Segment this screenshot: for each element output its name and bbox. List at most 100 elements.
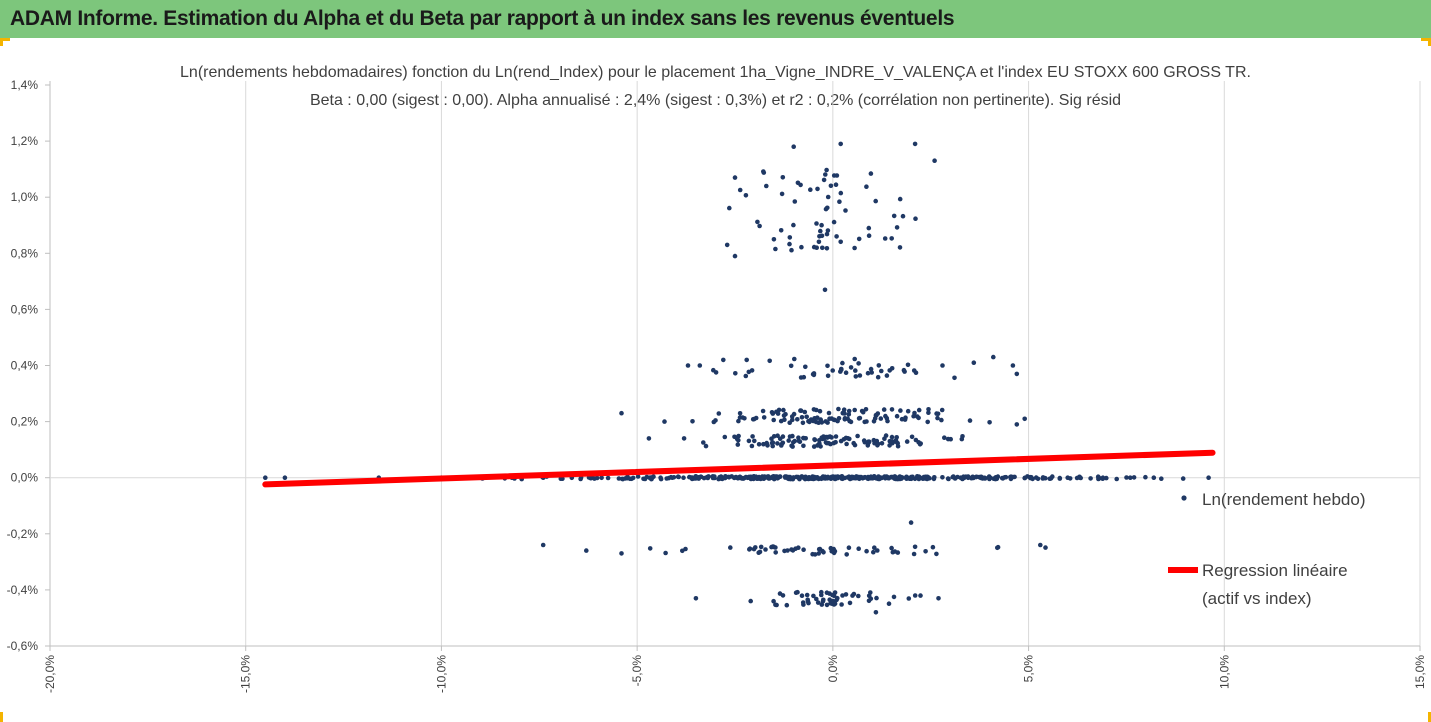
data-point <box>800 475 806 480</box>
data-point <box>1003 474 1009 480</box>
data-point <box>959 436 965 442</box>
data-point <box>1088 476 1093 481</box>
data-point <box>1128 475 1133 481</box>
data-point <box>724 242 730 248</box>
data-point <box>641 476 646 482</box>
data-point <box>751 546 757 552</box>
data-point <box>889 407 895 412</box>
data-point <box>970 474 975 480</box>
data-point <box>693 596 699 601</box>
data-point <box>840 360 845 366</box>
data-point <box>918 441 923 446</box>
data-point <box>863 407 869 412</box>
data-point <box>791 222 796 228</box>
data-point <box>1035 476 1041 482</box>
data-point <box>721 357 726 363</box>
data-point <box>744 357 749 363</box>
data-point <box>814 407 819 413</box>
corner-marker-top-left <box>0 38 10 41</box>
data-point <box>676 474 681 480</box>
data-point <box>795 417 800 422</box>
data-point <box>816 239 822 245</box>
data-point <box>830 368 835 373</box>
data-point <box>771 417 776 423</box>
data-point <box>853 368 858 373</box>
corner-marker-top-left-v <box>0 38 3 46</box>
data-point <box>758 476 764 481</box>
data-point <box>681 436 687 441</box>
data-point <box>828 183 834 189</box>
data-point <box>829 549 834 554</box>
data-point <box>792 199 798 204</box>
data-point <box>991 354 996 360</box>
data-point <box>1131 475 1137 480</box>
data-point <box>732 475 738 480</box>
data-point <box>716 411 722 416</box>
data-point <box>811 244 817 250</box>
data-point <box>799 593 805 598</box>
data-point <box>732 175 738 180</box>
corner-marker-top-right-v <box>1428 38 1431 46</box>
data-point <box>761 415 767 420</box>
data-point <box>876 363 882 368</box>
data-point <box>834 234 839 239</box>
data-point <box>851 440 856 446</box>
data-point <box>833 434 839 439</box>
data-point <box>825 373 831 379</box>
chart-title: Ln(rendements hebdomadaires) fonction du… <box>180 64 1251 81</box>
data-point <box>891 474 896 480</box>
data-point <box>906 596 912 601</box>
data-point <box>831 219 837 225</box>
data-point <box>758 544 764 550</box>
corner-marker-bottom-left <box>0 712 3 722</box>
data-point <box>752 438 757 444</box>
data-point <box>818 417 823 422</box>
data-point <box>844 441 849 447</box>
data-point <box>728 545 733 550</box>
data-point <box>820 245 825 251</box>
data-point <box>963 474 969 480</box>
data-point <box>838 190 844 196</box>
data-point <box>1114 476 1119 482</box>
tick-labels: -20,0% -15,0% -10,0% -5,0% 0,0% 5,0% 10,0% 15,0… <box>7 78 1427 693</box>
data-point <box>887 443 892 448</box>
data-point <box>838 438 844 444</box>
data-point <box>856 546 861 551</box>
data-point <box>935 415 940 421</box>
data-point <box>1159 476 1164 482</box>
data-point <box>971 360 977 366</box>
data-point <box>884 415 890 421</box>
data-point <box>840 593 845 598</box>
data-point <box>995 545 1000 551</box>
data-point <box>817 408 823 414</box>
data-point <box>935 411 941 417</box>
data-point <box>887 368 892 373</box>
data-point <box>829 474 834 480</box>
x-tick-label: 15,0% <box>1413 655 1427 689</box>
data-point <box>790 417 795 423</box>
data-point <box>619 551 624 556</box>
data-point <box>727 205 732 211</box>
data-point <box>804 592 810 598</box>
data-point <box>833 182 839 187</box>
data-point <box>875 441 881 447</box>
data-point <box>701 440 706 445</box>
data-point <box>771 544 777 550</box>
data-point <box>864 184 869 189</box>
data-point <box>882 436 887 442</box>
data-point <box>1077 475 1083 480</box>
data-point <box>838 366 844 372</box>
data-point <box>889 545 894 551</box>
data-point <box>794 474 799 480</box>
data-point <box>619 410 624 416</box>
data-point <box>897 245 903 250</box>
data-point <box>793 590 799 595</box>
data-point <box>882 474 887 479</box>
data-point <box>895 443 901 449</box>
y-tick-label: 1,4% <box>11 78 39 92</box>
data-point <box>824 231 830 237</box>
data-point <box>722 434 728 440</box>
data-point <box>760 408 766 414</box>
data-point <box>926 410 931 416</box>
data-point <box>783 411 788 417</box>
